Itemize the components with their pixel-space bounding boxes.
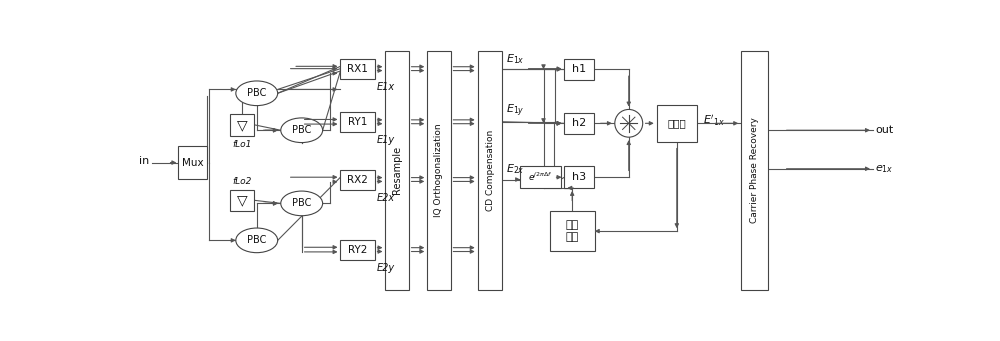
Text: E2x: E2x	[377, 193, 395, 203]
Text: RX2: RX2	[347, 175, 368, 184]
FancyBboxPatch shape	[427, 51, 450, 290]
Text: IQ Orthogonalization: IQ Orthogonalization	[434, 123, 443, 217]
Text: $E'_{1x}$: $E'_{1x}$	[703, 114, 725, 129]
Ellipse shape	[281, 191, 323, 216]
Text: $E_{2x}$: $E_{2x}$	[506, 163, 525, 176]
Text: 更新
系数: 更新 系数	[566, 220, 579, 242]
Text: fLo1: fLo1	[232, 140, 252, 149]
FancyBboxPatch shape	[520, 166, 561, 188]
Text: E1x: E1x	[377, 82, 395, 92]
FancyBboxPatch shape	[657, 105, 697, 142]
FancyBboxPatch shape	[340, 59, 375, 79]
FancyBboxPatch shape	[178, 146, 207, 179]
Text: fLo2: fLo2	[232, 177, 252, 187]
Text: E1y: E1y	[377, 135, 395, 145]
Ellipse shape	[236, 81, 278, 106]
Text: $E_{1y}$: $E_{1y}$	[506, 102, 525, 119]
Text: CD Compensation: CD Compensation	[486, 130, 495, 211]
Text: E2y: E2y	[377, 263, 395, 273]
Text: Resample: Resample	[392, 146, 402, 194]
FancyBboxPatch shape	[741, 51, 768, 290]
FancyBboxPatch shape	[564, 59, 594, 80]
FancyBboxPatch shape	[340, 240, 375, 260]
FancyBboxPatch shape	[230, 114, 254, 136]
Text: 求误差: 求误差	[667, 118, 686, 128]
FancyBboxPatch shape	[564, 166, 594, 188]
Text: RX1: RX1	[347, 64, 368, 74]
Text: h2: h2	[572, 118, 586, 128]
Text: ▽: ▽	[237, 193, 247, 207]
Text: ▽: ▽	[237, 118, 247, 132]
FancyBboxPatch shape	[340, 112, 375, 132]
FancyBboxPatch shape	[550, 211, 595, 251]
Text: h3: h3	[572, 172, 586, 182]
FancyBboxPatch shape	[385, 51, 409, 290]
Text: PBC: PBC	[247, 88, 266, 98]
Text: $e^{j2\pi\Delta f}$: $e^{j2\pi\Delta f}$	[528, 171, 553, 183]
Text: RY1: RY1	[348, 117, 367, 127]
FancyBboxPatch shape	[564, 113, 594, 134]
Text: h1: h1	[572, 64, 586, 74]
FancyBboxPatch shape	[478, 51, 502, 290]
Text: out: out	[875, 125, 893, 135]
Circle shape	[615, 109, 643, 137]
Text: in: in	[139, 156, 149, 166]
Ellipse shape	[281, 118, 323, 143]
Text: PBC: PBC	[292, 125, 311, 135]
Text: PBC: PBC	[247, 235, 266, 246]
Text: Mux: Mux	[182, 158, 203, 167]
Text: RY2: RY2	[348, 244, 367, 255]
Text: $e_{1x}$: $e_{1x}$	[875, 163, 894, 175]
FancyBboxPatch shape	[340, 169, 375, 190]
Text: $E_{1x}$: $E_{1x}$	[506, 52, 525, 65]
FancyBboxPatch shape	[230, 190, 254, 211]
Ellipse shape	[236, 228, 278, 253]
Text: PBC: PBC	[292, 198, 311, 208]
Text: Carrier Phase Recovery: Carrier Phase Recovery	[750, 117, 759, 223]
